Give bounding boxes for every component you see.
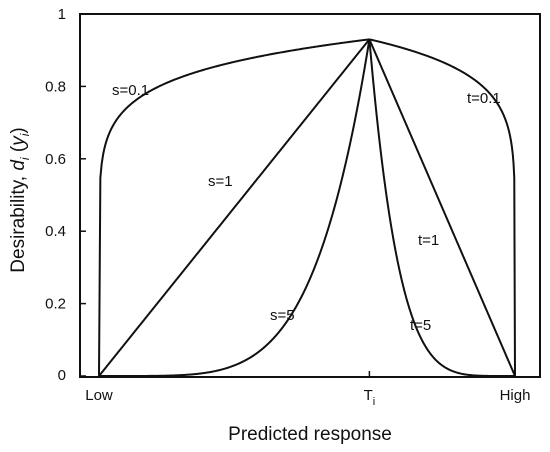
curve-label: t=5: [410, 317, 431, 334]
curve-label: s=1: [208, 173, 233, 190]
y-tick-label: 0.6: [45, 151, 66, 168]
y-axis-title-y-sub: i: [18, 133, 32, 136]
y-tick-label: 0.4: [45, 223, 66, 240]
curve-label: t=0.1: [467, 90, 501, 107]
curve-s-5: [99, 39, 371, 377]
y-axis-title-d-sub: i: [18, 157, 32, 160]
curve-label: s=5: [270, 307, 295, 324]
curve-labels: s=0.1 s=1 s=5 t=0.1 t=1 t=5: [112, 82, 501, 334]
x-tick-label: High: [500, 387, 531, 404]
x-tick-label: Low: [85, 387, 113, 404]
y-axis: 0 0.2 0.4 0.6 0.8 1: [45, 6, 86, 384]
curve-s-0_1: [98, 38, 370, 377]
y-axis-title-prefix: Desirability,: [8, 171, 29, 273]
plot-frame: [79, 13, 541, 378]
curve-t-1: [368, 38, 516, 377]
curve-s-1: [98, 38, 371, 377]
y-axis-title-y: y: [8, 135, 29, 148]
curve-t-0_1: [369, 38, 516, 377]
curve-label: t=1: [418, 232, 439, 249]
x-axis: Low Ti High: [85, 371, 530, 408]
y-tick-label: 0.2: [45, 296, 66, 313]
y-tick-label: 1: [58, 6, 66, 23]
curve-label: s=0.1: [112, 82, 149, 99]
y-axis-title-open: (: [8, 145, 29, 157]
curves-layer: [98, 38, 516, 377]
y-tick-label: 0: [58, 367, 66, 384]
y-axis-title-d: d: [8, 159, 29, 171]
y-axis-title: Desirability, di (yi): [8, 127, 32, 272]
curve-t-5: [368, 39, 515, 377]
y-axis-title-close: ): [8, 127, 29, 133]
x-tick-label: Ti: [364, 387, 376, 408]
x-axis-title: Predicted response: [228, 424, 392, 445]
y-tick-label: 0.8: [45, 78, 66, 95]
